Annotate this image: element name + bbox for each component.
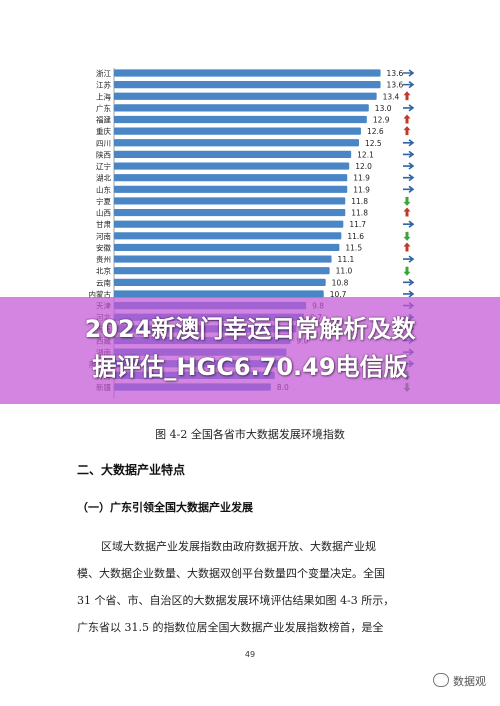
page-number: 49 [244, 650, 256, 659]
category-label: 安徽 [96, 242, 111, 252]
value-label: 12.9 [373, 116, 390, 125]
paragraph-line: 31 个省、市、自治区的大数据发展环境评估结果如图 4-3 所示， [77, 594, 395, 607]
data-bar [114, 197, 346, 205]
value-label: 11.6 [347, 232, 364, 241]
trend-right-arrow-icon [403, 139, 415, 147]
data-bar [114, 232, 342, 240]
value-label: 11.8 [351, 209, 368, 218]
category-label: 广东 [96, 103, 111, 113]
category-label: 贵州 [96, 254, 111, 264]
data-bar [114, 150, 352, 159]
value-label: 12.6 [367, 127, 384, 136]
data-bar [114, 127, 361, 135]
trend-down-arrow-icon [403, 231, 411, 241]
value-label: 11.5 [345, 243, 362, 252]
data-bar [114, 208, 346, 217]
value-label: 11.9 [353, 174, 370, 183]
value-label: 13.6 [387, 69, 404, 78]
category-label: 上海 [96, 91, 111, 101]
value-label: 11.1 [338, 255, 355, 264]
category-label: 陕西 [96, 149, 111, 159]
category-label: 山东 [96, 184, 111, 194]
category-label: 河南 [96, 231, 111, 241]
title-banner: 2024新澳门幸运日常解析及数 据评估_HGC6.70.49电信版 [0, 310, 500, 386]
section-heading: 二、大数据产业特点 [77, 463, 186, 477]
wechat-icon [433, 673, 449, 687]
data-bar [114, 81, 381, 89]
trend-up-arrow-icon [403, 126, 411, 136]
value-label: 13.4 [383, 92, 400, 101]
trend-up-arrow-icon [403, 91, 411, 101]
trend-right-arrow-icon [403, 162, 415, 170]
value-label: 13.0 [375, 104, 392, 113]
value-label: 12.0 [355, 162, 372, 171]
category-label: 湖北 [96, 174, 111, 183]
data-bar [114, 243, 340, 252]
paragraph-line: 模、大数据企业数量、大数据双创平台数量四个变量决定。全国 [77, 567, 385, 580]
data-bar [114, 220, 344, 228]
trend-right-arrow-icon [403, 150, 415, 159]
data-bar [114, 278, 326, 286]
trend-up-arrow-icon [403, 207, 411, 217]
data-bar [114, 69, 381, 77]
category-label: 辽宁 [96, 161, 111, 171]
category-label: 宁夏 [96, 196, 111, 206]
subsection-heading: （一）广东引领全国大数据产业发展 [77, 501, 253, 514]
trend-right-arrow-icon [403, 174, 415, 182]
data-bar [114, 104, 369, 112]
trend-right-arrow-icon [403, 255, 415, 263]
category-label: 云南 [96, 277, 111, 287]
bar-chart: 浙江 13.6 江苏 13.6 上海 13.4 广东 13.0 福建 12.9 重庆 12.6 四川 12… [89, 68, 415, 399]
watermark-text: 数据观 [453, 675, 486, 688]
value-label: 11.9 [353, 185, 370, 194]
category-label: 北京 [96, 266, 111, 276]
category-label: 甘肃 [96, 219, 111, 229]
data-bar [114, 267, 330, 275]
trend-right-arrow-icon [403, 185, 415, 193]
banner-line-1: 2024新澳门幸运日常解析及数 [84, 315, 416, 343]
value-label: 10.7 [330, 290, 347, 299]
value-label: 11.0 [336, 267, 353, 276]
data-bar [114, 162, 350, 170]
data-bar [114, 174, 348, 182]
data-bar [114, 115, 367, 124]
category-label: 内蒙古 [89, 289, 112, 299]
trend-right-arrow-icon [403, 220, 415, 228]
data-bar [114, 139, 359, 147]
figure-caption: 图 4-2 全国各省市大数据发展环境指数 [155, 428, 345, 441]
paragraph-line: 区域大数据产业发展指数由政府数据开放、大数据产业规 [101, 540, 376, 553]
data-bar [114, 92, 377, 100]
category-label: 重庆 [96, 126, 111, 136]
category-label: 四川 [96, 139, 111, 148]
trend-down-arrow-icon [403, 266, 411, 276]
data-bar [114, 290, 324, 298]
value-label: 11.7 [349, 220, 366, 229]
data-bar [114, 185, 348, 193]
category-label: 山西 [96, 208, 111, 218]
data-bar [114, 255, 332, 263]
value-label: 13.6 [387, 81, 404, 90]
banner-line-2: 据评估_HGC6.70.49电信版 [92, 353, 408, 381]
category-label: 福建 [96, 115, 111, 125]
value-label: 12.1 [357, 150, 374, 159]
trend-up-arrow-icon [403, 114, 411, 124]
trend-right-arrow-icon [403, 278, 415, 286]
trend-down-arrow-icon [403, 196, 411, 206]
trend-right-arrow-icon [403, 104, 415, 112]
trend-up-arrow-icon [403, 242, 411, 252]
value-label: 10.8 [332, 278, 349, 287]
trend-right-arrow-icon [403, 69, 415, 77]
trend-right-arrow-icon [403, 80, 415, 89]
value-label: 12.5 [365, 139, 382, 148]
category-label: 江苏 [96, 80, 111, 90]
title-banner-background [0, 297, 500, 404]
paragraph-line: 广东省以 31.5 的指数位居全国大数据产业发展指数榜首，是全 [77, 621, 384, 634]
value-label: 11.8 [351, 197, 368, 206]
category-label: 浙江 [96, 68, 111, 78]
watermark: 数据观 [433, 673, 486, 689]
trend-right-arrow-icon [403, 290, 415, 298]
